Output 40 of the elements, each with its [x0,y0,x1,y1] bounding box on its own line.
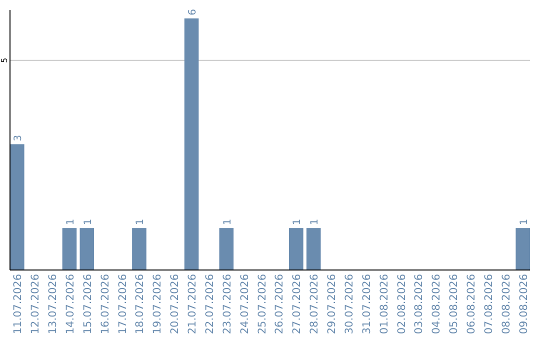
data-label: 1 [292,218,304,226]
x-tick-label: 13.07.2026 [47,274,60,334]
data-label: 1 [135,218,146,226]
x-tick-label: 20.07.2026 [169,274,182,334]
data-label: 3 [13,134,24,142]
x-tick-label: 19.07.2026 [152,274,164,334]
x-tick-label: 05.08.2026 [448,274,460,334]
x-tick-label: 07.08.2026 [482,274,495,334]
x-tick-label: 06.08.2026 [466,274,478,334]
x-tick-label: 21.07.2026 [186,274,199,334]
data-label: 1 [82,218,94,226]
data-label: 1 [518,218,530,226]
x-tick-label: 16.07.2026 [99,274,112,334]
x-tick-label: 26.07.2026 [274,274,286,334]
data-label: 1 [222,218,234,226]
data-label: 1 [65,218,76,226]
x-tick-label: 30.07.2026 [343,274,356,334]
x-tick-label: 17.07.2026 [116,274,129,334]
x-tick-label: 12.07.2026 [30,274,42,334]
x-tick-label: 29.07.2026 [326,274,338,334]
x-tick-label: 31.07.2026 [360,274,373,334]
y-tick-label: 5 [0,58,9,63]
x-tick-label: 11.07.2026 [12,274,24,334]
x-tick-label: 01.08.2026 [378,274,390,334]
x-tick-label: 02.08.2026 [396,274,408,334]
x-tick-label: 25.07.2026 [256,274,268,334]
x-tick-label: 04.08.2026 [430,274,443,334]
x-tick-label: 22.07.2026 [204,274,216,334]
x-tick-label: 18.07.2026 [134,274,146,334]
data-label: 1 [310,218,321,226]
x-tick-label: 23.07.2026 [221,274,234,334]
x-tick-label: 09.08.2026 [518,274,530,334]
x-tick-label: 03.08.2026 [413,274,426,334]
x-tick-label: 15.07.2026 [82,274,94,334]
x-tick-label: 28.07.2026 [308,274,321,334]
x-tick-label: 14.07.2026 [64,274,76,334]
data-label: 6 [188,9,199,16]
x-tick-label: 24.07.2026 [238,274,251,334]
x-tick-label: 27.07.2026 [291,274,304,334]
x-tick-label: 08.08.2026 [500,274,512,334]
